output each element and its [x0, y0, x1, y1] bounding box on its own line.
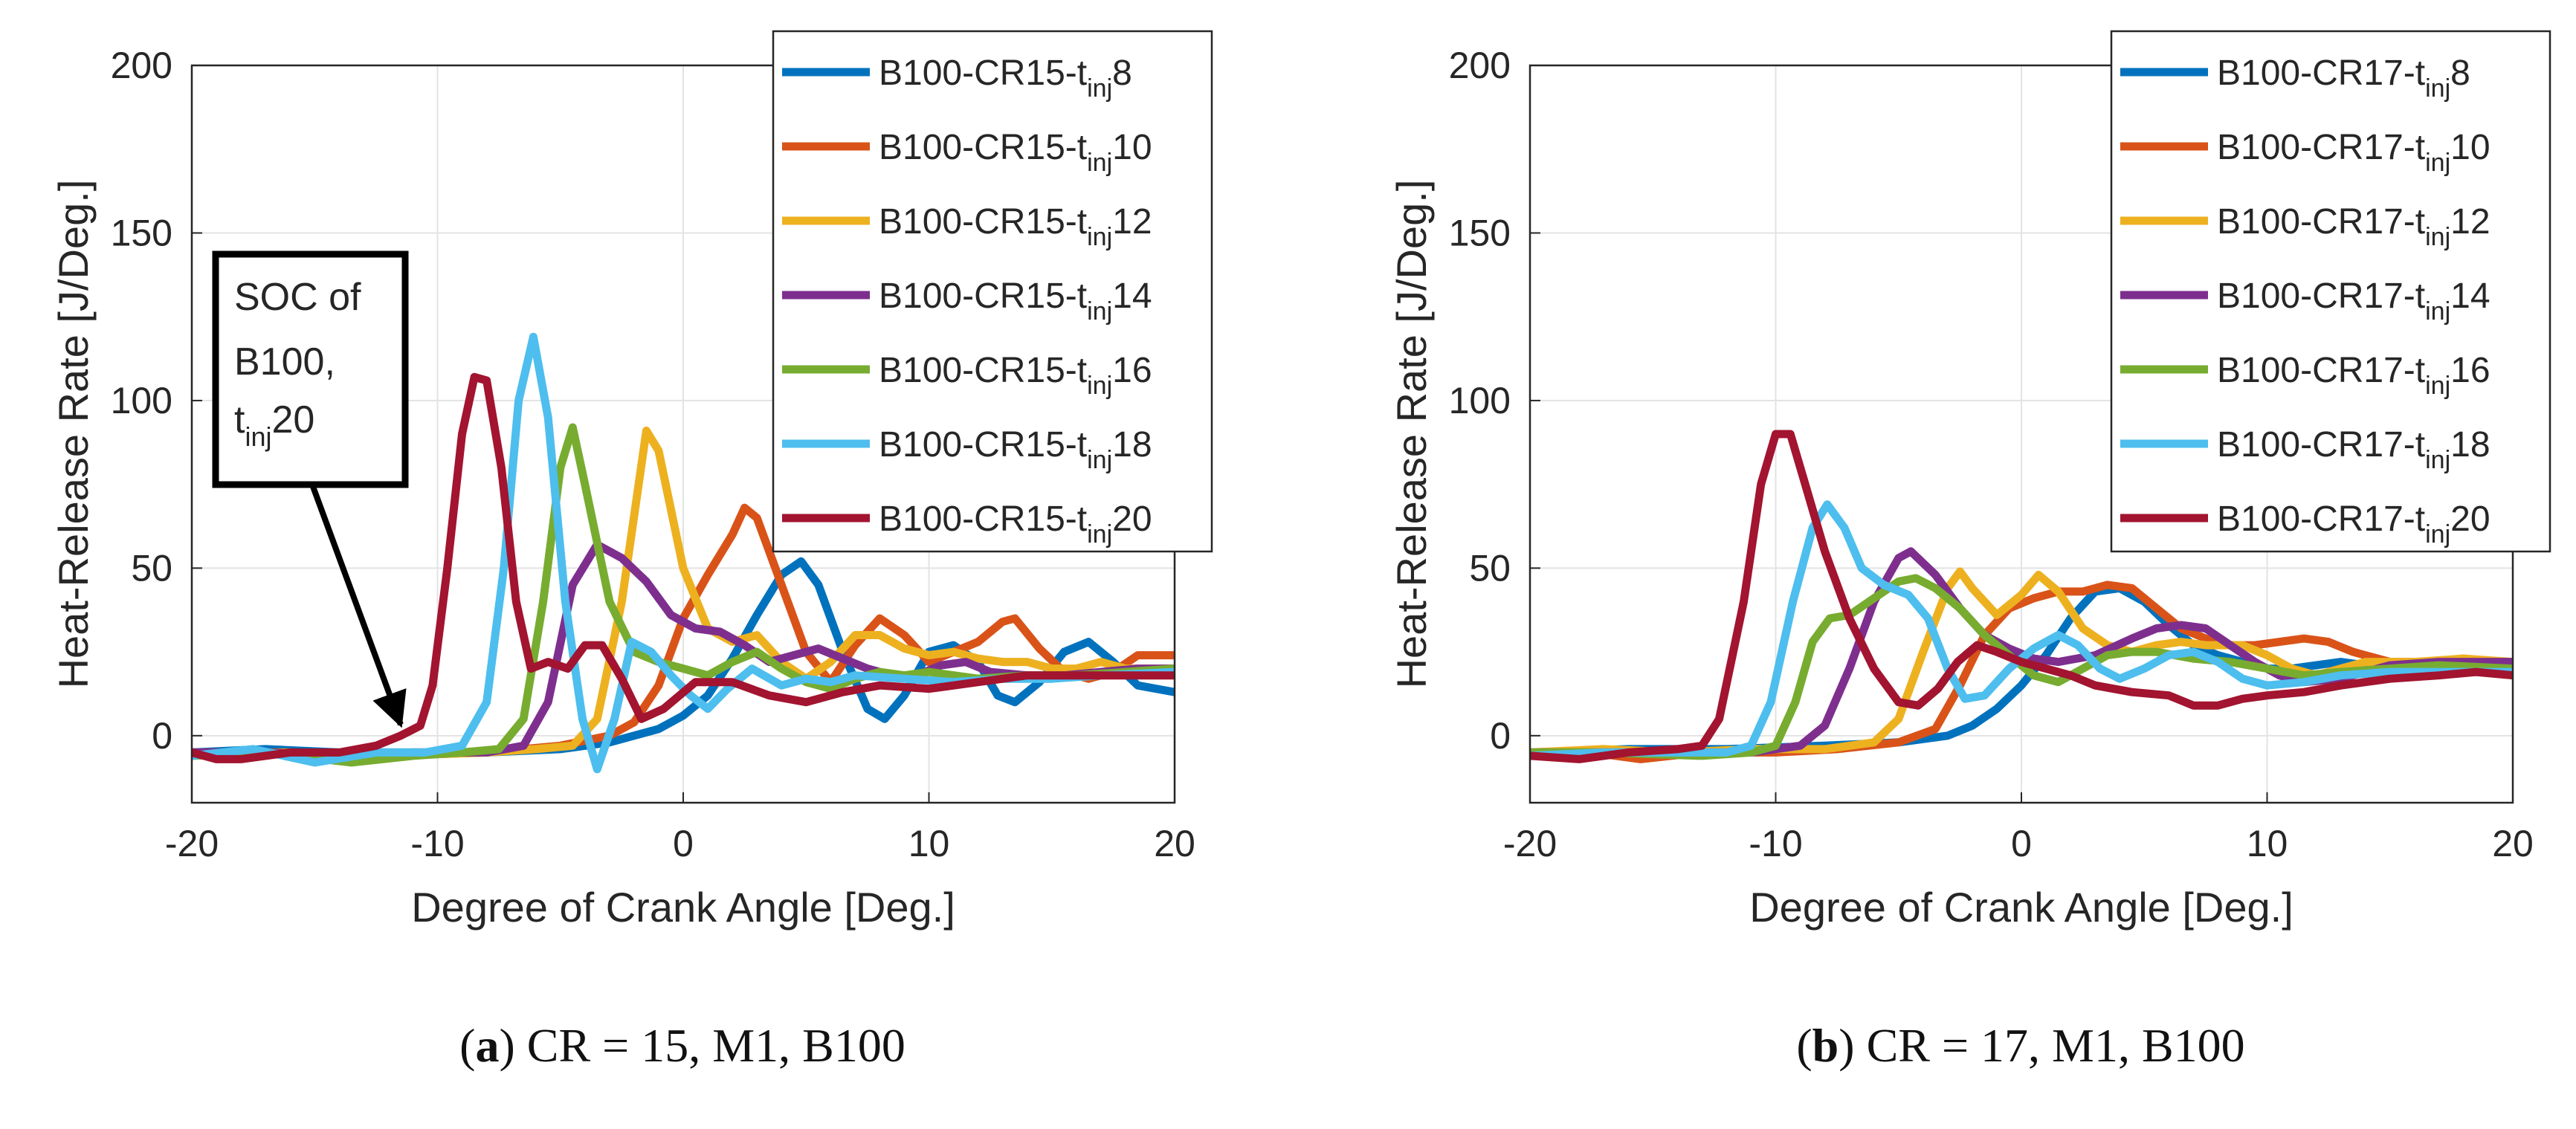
- y-tick-label: 200: [1449, 45, 1511, 86]
- x-tick-label: -10: [410, 823, 464, 864]
- y-axis-label: Heat-Release Rate [J/Deg.]: [1388, 180, 1435, 689]
- caption-b: (b) CR = 17, M1, B100: [1796, 1019, 2245, 1072]
- x-axis-label: Degree of Crank Angle [Deg.]: [411, 884, 955, 931]
- caption-b-letter: b: [1812, 1019, 1839, 1072]
- x-tick-label: -10: [1749, 823, 1802, 864]
- legend-label: B100-CR15-tinj10: [879, 128, 1152, 177]
- annotation-line-2: B100,: [234, 340, 335, 384]
- annotation-soc: SOC of B100, tinj20: [212, 250, 409, 728]
- series-line-a-5: [192, 332, 1175, 774]
- caption-b-text: CR = 17, M1, B100: [1866, 1019, 2245, 1072]
- legend-label: B100-CR15-tinj12: [879, 202, 1152, 251]
- series-line-a-2: [192, 427, 1175, 760]
- legend-label: B100-CR17-tinj20: [2217, 499, 2491, 549]
- caption-a-text: CR = 15, M1, B100: [526, 1019, 906, 1072]
- legend-label: B100-CR17-tinj18: [2217, 425, 2491, 474]
- x-tick-label: 10: [908, 823, 950, 864]
- legend-label: B100-CR17-tinj10: [2217, 128, 2491, 177]
- y-tick-label: 100: [1449, 380, 1511, 421]
- legend-label: B100-CR15-tinj14: [879, 276, 1152, 326]
- series-line-b-3: [1530, 547, 2513, 757]
- legend-label: B100-CR15-tinj18: [879, 425, 1152, 474]
- series-line-b-5: [1530, 500, 2513, 760]
- y-tick-label: 0: [152, 715, 172, 757]
- x-tick-label: 0: [2011, 823, 2032, 864]
- x-tick-label: -20: [165, 823, 219, 864]
- x-axis-label: Degree of Crank Angle [Deg.]: [1749, 884, 2293, 931]
- legend-label: B100-CR17-tinj16: [2217, 351, 2491, 400]
- series-line-b-4: [1530, 574, 2513, 760]
- x-tick-label: 20: [1154, 823, 1195, 864]
- annotation-arrow: [309, 483, 407, 728]
- series-line-a-4: [192, 423, 1175, 767]
- y-tick-label: 100: [111, 380, 172, 421]
- x-tick-label: 20: [2492, 823, 2534, 864]
- y-tick-label: 50: [1469, 547, 1511, 589]
- legend-label: B100-CR17-tinj14: [2217, 276, 2491, 326]
- y-tick-label: 150: [111, 212, 172, 253]
- annotation-box: [212, 250, 409, 488]
- caption-a: (a) CR = 15, M1, B100: [459, 1019, 906, 1072]
- legend-label: B100-CR15-tinj16: [879, 351, 1152, 400]
- legend-b: B100-CR17-tinj8 B100-CR17-tinj10 B100-CR17…: [2110, 30, 2551, 553]
- series-line-a-6: [192, 372, 1175, 763]
- series-line-b-6: [1530, 430, 2513, 763]
- legend-label: B100-CR15-tinj8: [879, 54, 1132, 103]
- y-tick-label: 0: [1490, 715, 1511, 757]
- x-tick-label: 0: [673, 823, 694, 864]
- y-tick-label: 50: [131, 547, 172, 589]
- x-tick-label: -20: [1503, 823, 1557, 864]
- legend-label: B100-CR17-tinj8: [2217, 54, 2470, 103]
- y-tick-label: 150: [1449, 212, 1511, 253]
- y-tick-label: 200: [111, 45, 172, 86]
- annotation-line-3: tinj20: [234, 398, 314, 452]
- y-axis-label: Heat-Release Rate [J/Deg.]: [50, 180, 97, 689]
- legend-label: B100-CR17-tinj12: [2217, 202, 2491, 251]
- x-tick-label: 10: [2247, 823, 2288, 864]
- annotation-line-1: SOC of: [234, 276, 361, 319]
- legend-a: B100-CR15-tinj8 B100-CR15-tinj10 B100-CR15…: [772, 30, 1213, 553]
- caption-a-letter: a: [475, 1019, 500, 1072]
- legend-label: B100-CR15-tinj20: [879, 499, 1152, 549]
